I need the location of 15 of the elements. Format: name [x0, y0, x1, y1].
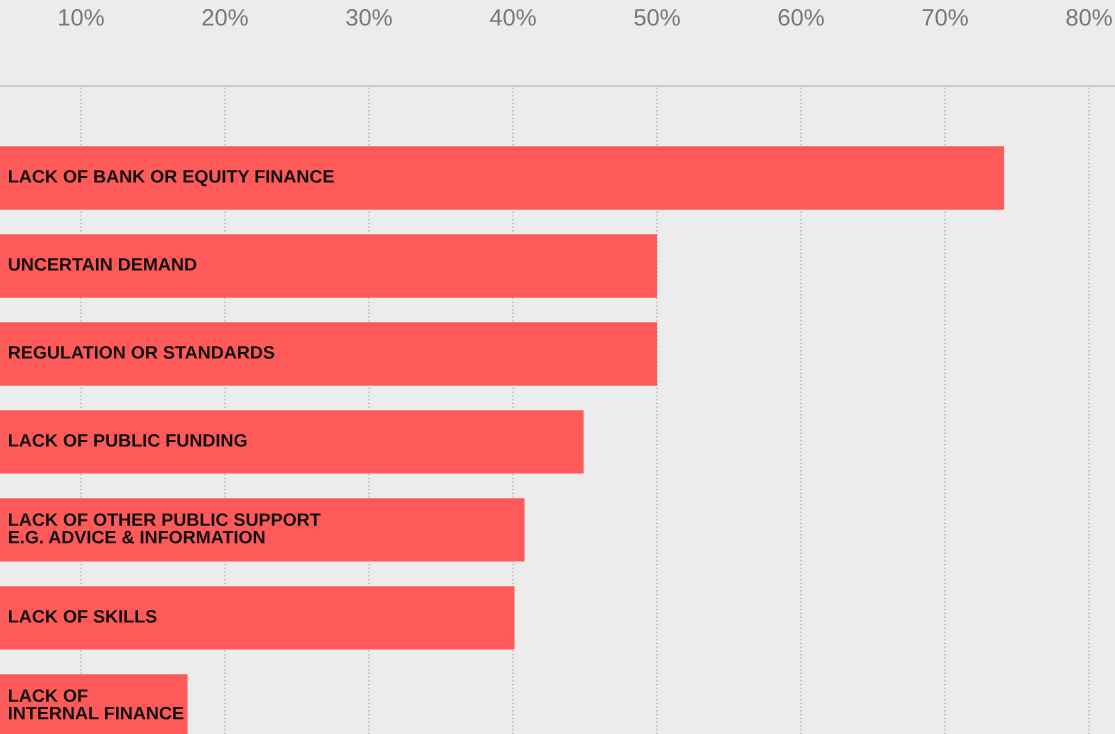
- y-tick-label: LACK OF BANK OR EQUITY FINANCE: [9, 170, 334, 187]
- x-tick-label: 10%: [59, 9, 104, 26]
- x-tick-label: 70%: [922, 9, 968, 26]
- y-tick-label: LACK OF OTHER PUBLIC SUPPORT E.G. ADVICE & INFORMATION: [9, 513, 321, 544]
- x-tick-label: 20%: [202, 9, 248, 26]
- x-tick-label: 40%: [489, 9, 536, 26]
- y-tick-label: LACK OF SKILLS: [9, 609, 157, 623]
- y-tick-label: REGULATION OR STANDARDS: [9, 346, 275, 359]
- x-tick-label: 30%: [346, 9, 392, 26]
- y-tick-label: LACK OF PUBLIC FUNDING: [9, 434, 247, 447]
- y-tick-label: LACK OF INTERNAL FINANCE: [9, 689, 184, 720]
- y-tick-label: UNCERTAIN DEMAND: [8, 258, 197, 271]
- x-tick-label: 60%: [778, 9, 824, 26]
- x-tick-label: 50%: [634, 9, 680, 26]
- x-tick-label: 80%: [1066, 9, 1112, 26]
